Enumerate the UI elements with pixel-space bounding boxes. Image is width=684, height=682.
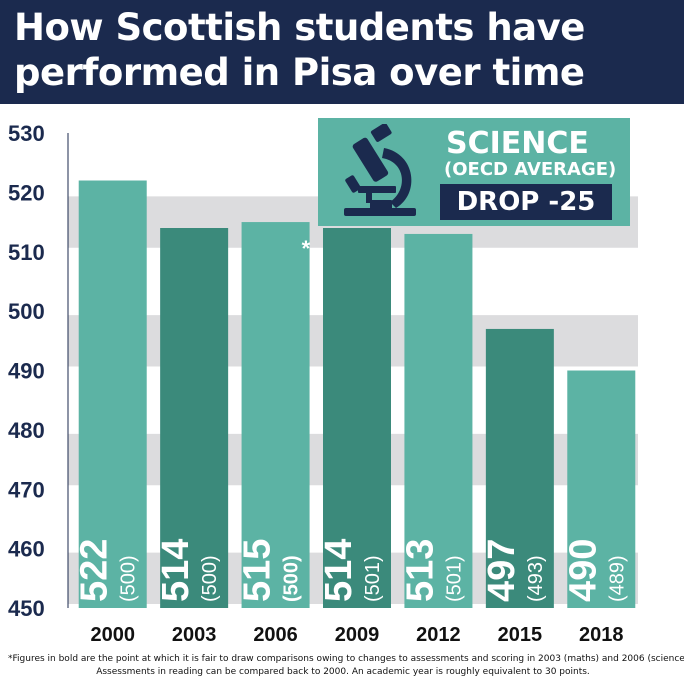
bar-score: 514 bbox=[155, 539, 197, 602]
bar-score: 490 bbox=[562, 539, 604, 602]
bar-value-label: 514 bbox=[318, 539, 360, 602]
footnote-line-2: Assessments in reading can be compared b… bbox=[96, 667, 590, 677]
bar-oecd-label: (500) bbox=[199, 555, 221, 602]
y-tick-label: 480 bbox=[8, 418, 45, 443]
bar-value-label: 490 bbox=[562, 539, 604, 602]
bar bbox=[404, 233, 473, 608]
bar-oecd-label: (500) bbox=[118, 555, 140, 602]
y-tick-label: 470 bbox=[8, 477, 45, 502]
bar bbox=[567, 370, 636, 608]
callout-title: SCIENCE bbox=[446, 126, 589, 161]
y-tick-label: 520 bbox=[8, 180, 45, 205]
bar-score: 522 bbox=[74, 539, 116, 602]
bar-value-label: 514 bbox=[155, 539, 197, 602]
bar bbox=[323, 228, 391, 608]
bar bbox=[78, 180, 147, 608]
science-callout: SCIENCE (OECD AVERAGE) DROP -25 bbox=[318, 118, 630, 226]
bar-score: 515 bbox=[237, 539, 279, 602]
chart-title-line-2: performed in Pisa over time bbox=[14, 51, 585, 94]
bar-score: 514 bbox=[318, 539, 360, 602]
x-tick-label: 2009 bbox=[335, 624, 380, 646]
x-tick-label: 2006 bbox=[253, 624, 298, 646]
drop-badge: DROP -25 bbox=[440, 184, 612, 220]
bar-oecd-label: (489) bbox=[606, 555, 628, 602]
x-tick-label: 2000 bbox=[90, 624, 135, 646]
bar-oecd-label: (493) bbox=[525, 555, 547, 602]
bar-value-label: 513 bbox=[399, 539, 441, 602]
x-tick-label: 2018 bbox=[579, 624, 624, 646]
footnote-line-1: *Figures in bold are the point at which … bbox=[8, 654, 684, 664]
bar-score: 497 bbox=[481, 539, 523, 602]
bar bbox=[241, 222, 310, 608]
bar-value-label: 497 bbox=[481, 539, 523, 602]
y-tick-label: 530 bbox=[8, 121, 45, 146]
y-tick-label: 500 bbox=[8, 299, 45, 324]
asterisk-mark: * bbox=[302, 236, 311, 261]
bar-oecd-label: (501) bbox=[443, 555, 465, 602]
bar bbox=[160, 228, 229, 608]
header-banner: How Scottish students have performed in … bbox=[0, 0, 684, 104]
microscope-icon bbox=[344, 124, 416, 216]
y-tick-label: 490 bbox=[8, 359, 45, 384]
callout-subtitle: (OECD AVERAGE) bbox=[444, 159, 617, 180]
chart-title-line-1: How Scottish students have bbox=[14, 6, 585, 49]
x-tick-label: 2015 bbox=[498, 624, 543, 646]
y-tick-label: 450 bbox=[8, 596, 45, 621]
bar-score: 513 bbox=[399, 539, 441, 602]
x-tick-label: 2003 bbox=[172, 624, 217, 646]
x-tick-label: 2012 bbox=[416, 624, 461, 646]
bar-oecd-label: (501) bbox=[362, 555, 384, 602]
bar bbox=[485, 328, 554, 608]
y-tick-label: 510 bbox=[8, 240, 45, 265]
bar-value-label: 515 bbox=[237, 539, 279, 602]
bar-oecd-label: (500) bbox=[281, 555, 303, 602]
bar-value-label: 522 bbox=[74, 539, 116, 602]
y-tick-label: 460 bbox=[8, 537, 45, 562]
